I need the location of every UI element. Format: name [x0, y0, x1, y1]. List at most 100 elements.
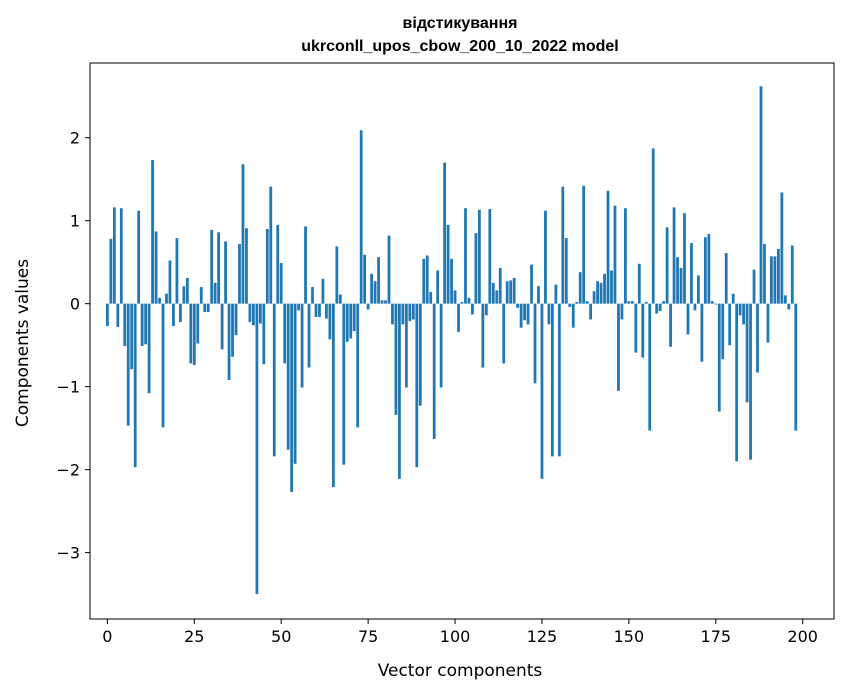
x-tick-label-5: 125	[527, 627, 558, 646]
bar-51	[283, 303, 287, 364]
bar-63	[325, 303, 328, 319]
bar-140	[592, 291, 596, 304]
bar-178	[724, 253, 728, 304]
bar-59	[311, 287, 314, 304]
bar-121	[526, 303, 530, 325]
bar-104	[467, 297, 471, 304]
bar-41	[248, 303, 252, 322]
bar-22	[182, 286, 186, 304]
bar-3	[116, 303, 120, 327]
bar-36	[231, 303, 234, 357]
bar-86	[404, 303, 408, 388]
bar-126	[544, 210, 547, 304]
bar-116	[509, 280, 513, 304]
bar-180	[731, 293, 735, 304]
bar-84	[398, 303, 401, 479]
bar-30	[210, 229, 214, 304]
bar-47	[269, 186, 273, 304]
bar-55	[297, 303, 300, 311]
bar-43	[255, 303, 259, 595]
bar-88	[411, 303, 415, 320]
bar-169	[693, 303, 697, 311]
bar-187	[756, 303, 759, 373]
bar-139	[589, 303, 593, 320]
bar-14	[154, 231, 158, 304]
y-axis-label: Components values	[13, 259, 33, 427]
x-tick-label-8: 200	[787, 627, 818, 646]
bar-109	[484, 303, 488, 316]
bar-173	[707, 233, 711, 304]
bar-26	[196, 303, 200, 344]
bar-92	[425, 255, 429, 304]
bar-69	[345, 303, 349, 342]
bar-48	[272, 303, 276, 457]
bar-15	[158, 297, 161, 304]
bar-13	[151, 160, 154, 304]
bar-23	[185, 277, 189, 304]
bar-147	[617, 303, 620, 391]
bar-82	[391, 303, 394, 325]
bar-137	[582, 185, 586, 304]
bar-91	[422, 258, 426, 304]
bar-95	[436, 270, 440, 304]
bar-194	[780, 192, 784, 304]
bar-172	[703, 237, 707, 304]
bar-32	[217, 232, 221, 304]
x-tick-label-2: 50	[271, 627, 291, 646]
bar-78	[377, 257, 380, 304]
bar-153	[637, 263, 641, 304]
bar-170	[697, 275, 700, 304]
bar-76	[370, 273, 373, 304]
bar-183	[742, 303, 745, 325]
bar-118	[516, 303, 520, 308]
bar-114	[502, 303, 506, 364]
bar-127	[547, 303, 551, 325]
bar-25	[192, 303, 196, 366]
bar-90	[418, 303, 422, 406]
bar-177	[721, 303, 725, 360]
bar-7	[130, 303, 134, 370]
bar-94	[432, 303, 436, 439]
bar-155	[644, 302, 648, 304]
bar-112	[495, 290, 499, 304]
bar-2	[112, 207, 116, 304]
bar-125	[540, 303, 544, 479]
bar-190	[766, 303, 770, 343]
bar-18	[168, 260, 172, 304]
bar-150	[627, 301, 631, 304]
bar-167	[686, 303, 690, 335]
bar-166	[683, 213, 686, 304]
bar-164	[676, 257, 679, 304]
x-axis-ticks: 0 25 50 75 100 125 150 175 200	[102, 619, 818, 646]
bar-11	[144, 303, 148, 345]
bar-161	[665, 227, 669, 304]
bar-81	[387, 235, 391, 304]
bar-159	[658, 303, 662, 312]
bar-175	[714, 303, 718, 305]
bar-103	[464, 208, 467, 304]
bar-102	[460, 302, 464, 304]
bar-138	[585, 301, 589, 304]
bar-128	[551, 303, 554, 457]
plot-frame	[89, 62, 835, 620]
y-tick-label-3: 0	[70, 295, 80, 314]
bar-154	[641, 303, 645, 358]
bar-79	[380, 300, 384, 304]
chart-title-line1: відстикування	[403, 15, 518, 32]
bar-152	[634, 303, 638, 353]
bar-19	[172, 303, 175, 327]
bar-89	[415, 303, 419, 468]
chart-title-line2: ukrconll_upos_cbow_200_10_2022 model	[301, 38, 618, 55]
bar-42	[252, 303, 255, 326]
bar-58	[307, 303, 311, 368]
bar-195	[783, 295, 787, 304]
bar-10	[140, 303, 144, 346]
bar-176	[717, 303, 721, 412]
bar-143	[603, 273, 606, 304]
bar-111	[491, 282, 495, 304]
bar-8	[133, 303, 137, 468]
bar-73	[359, 130, 363, 304]
bar-148	[620, 303, 624, 320]
bar-87	[408, 303, 412, 322]
